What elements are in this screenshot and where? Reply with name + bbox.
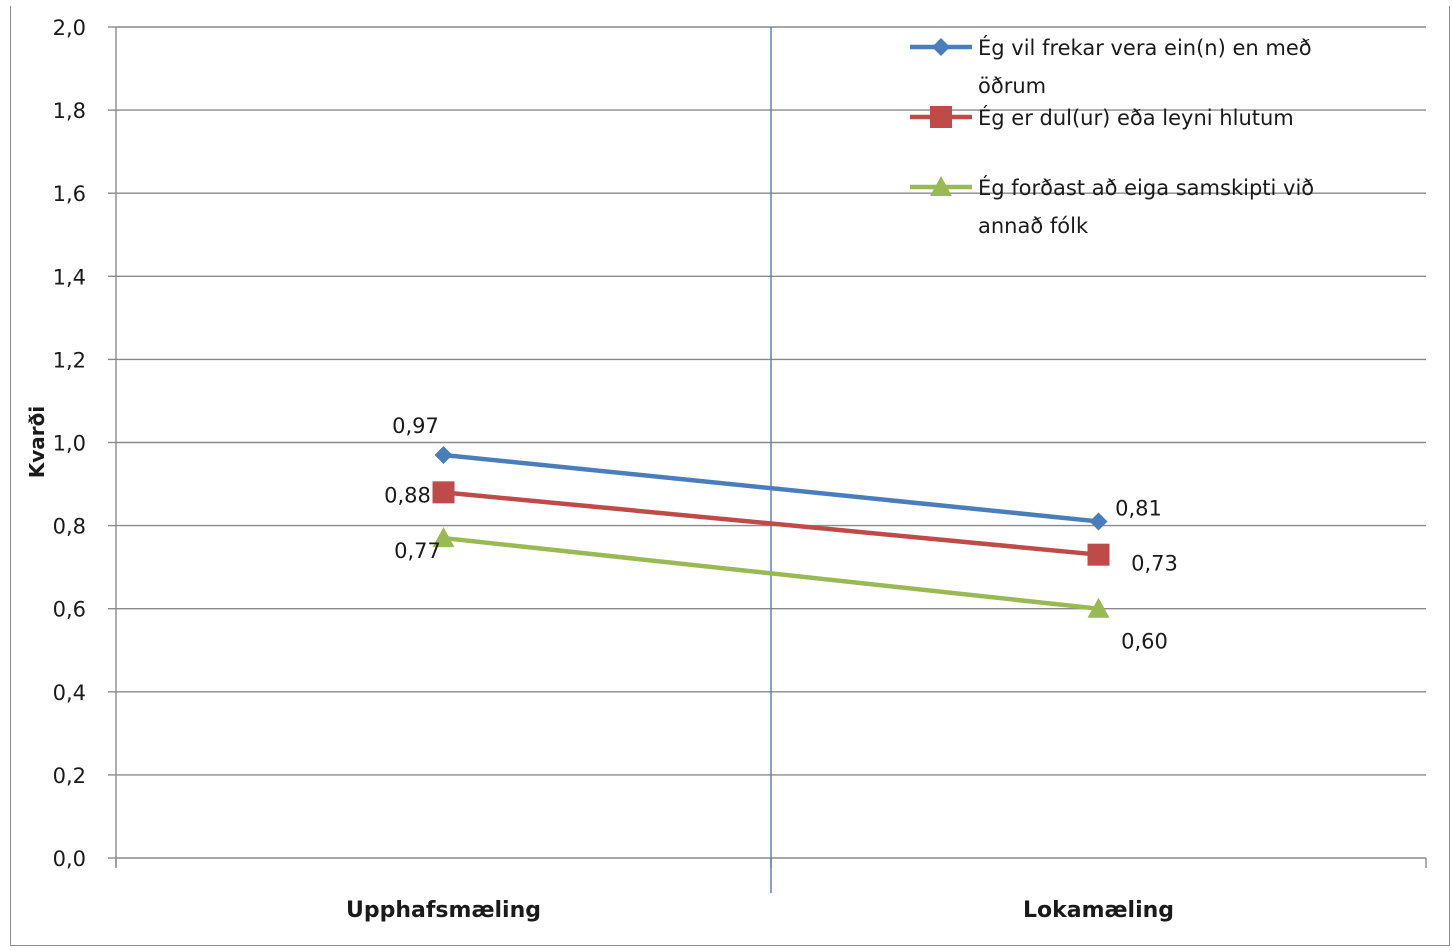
y-tick-label: 0,0: [53, 847, 86, 871]
data-labels: 0,97 0,81 0,88 0,73 0,77 0,60: [384, 414, 1178, 654]
y-tick-label: 0,2: [53, 764, 86, 788]
chart-frame: [10, 6, 1450, 946]
series-line: [443, 490, 1099, 557]
y-tick-label: 1,2: [53, 348, 86, 372]
x-category-label: Lokamæling: [1023, 898, 1174, 923]
diamond-marker: [434, 445, 453, 464]
square-marker: [432, 481, 455, 504]
legend-entry: annað fólk: [978, 214, 1089, 238]
axes: 0,0 0,2 0,4 0,6 0,8 1,0 1,2 1,4 1,6 1,8 2,0 Upphafs…: [53, 16, 1427, 923]
diamond-marker: [1089, 512, 1108, 531]
y-tick-label: 0,4: [53, 681, 86, 705]
data-label: 0,88: [384, 483, 431, 507]
legend-entry: Ég forðast að eiga samskipti við: [978, 175, 1314, 200]
y-axis-title: Kvarði: [25, 406, 49, 479]
triangle-marker: [432, 527, 455, 548]
square-marker: [1087, 543, 1110, 566]
data-label: 0,97: [392, 414, 439, 438]
series-line: [443, 452, 1099, 524]
series-line: [443, 535, 1099, 611]
y-tick-label: 1,0: [53, 432, 86, 456]
y-tick-label: 2,0: [53, 16, 86, 40]
legend-entry: öðrum: [978, 74, 1046, 98]
data-label: 0,60: [1121, 630, 1168, 654]
y-tick-label: 0,6: [53, 598, 86, 622]
legend-entry: Ég er dul(ur) eða leyni hlutum: [978, 105, 1294, 130]
y-tick-label: 1,4: [53, 265, 86, 289]
diamond-marker: [932, 38, 950, 56]
y-tick-label: 0,8: [53, 515, 86, 539]
x-category-label: Upphafsmæling: [346, 898, 541, 923]
triangle-marker: [930, 176, 952, 196]
y-tick-label: 1,6: [53, 182, 86, 206]
y-tick-label: 1,8: [53, 99, 86, 123]
series-lines: [432, 445, 1110, 618]
data-label: 0,77: [394, 539, 441, 563]
square-marker: [930, 106, 952, 128]
data-label: 0,73: [1131, 552, 1178, 576]
legend-entry: Ég vil frekar vera ein(n) en með: [978, 35, 1312, 60]
legend: Ég vil frekar vera ein(n) en með öðrum Ég …: [910, 35, 1314, 238]
triangle-marker: [1087, 597, 1110, 618]
data-label: 0,81: [1115, 496, 1162, 520]
